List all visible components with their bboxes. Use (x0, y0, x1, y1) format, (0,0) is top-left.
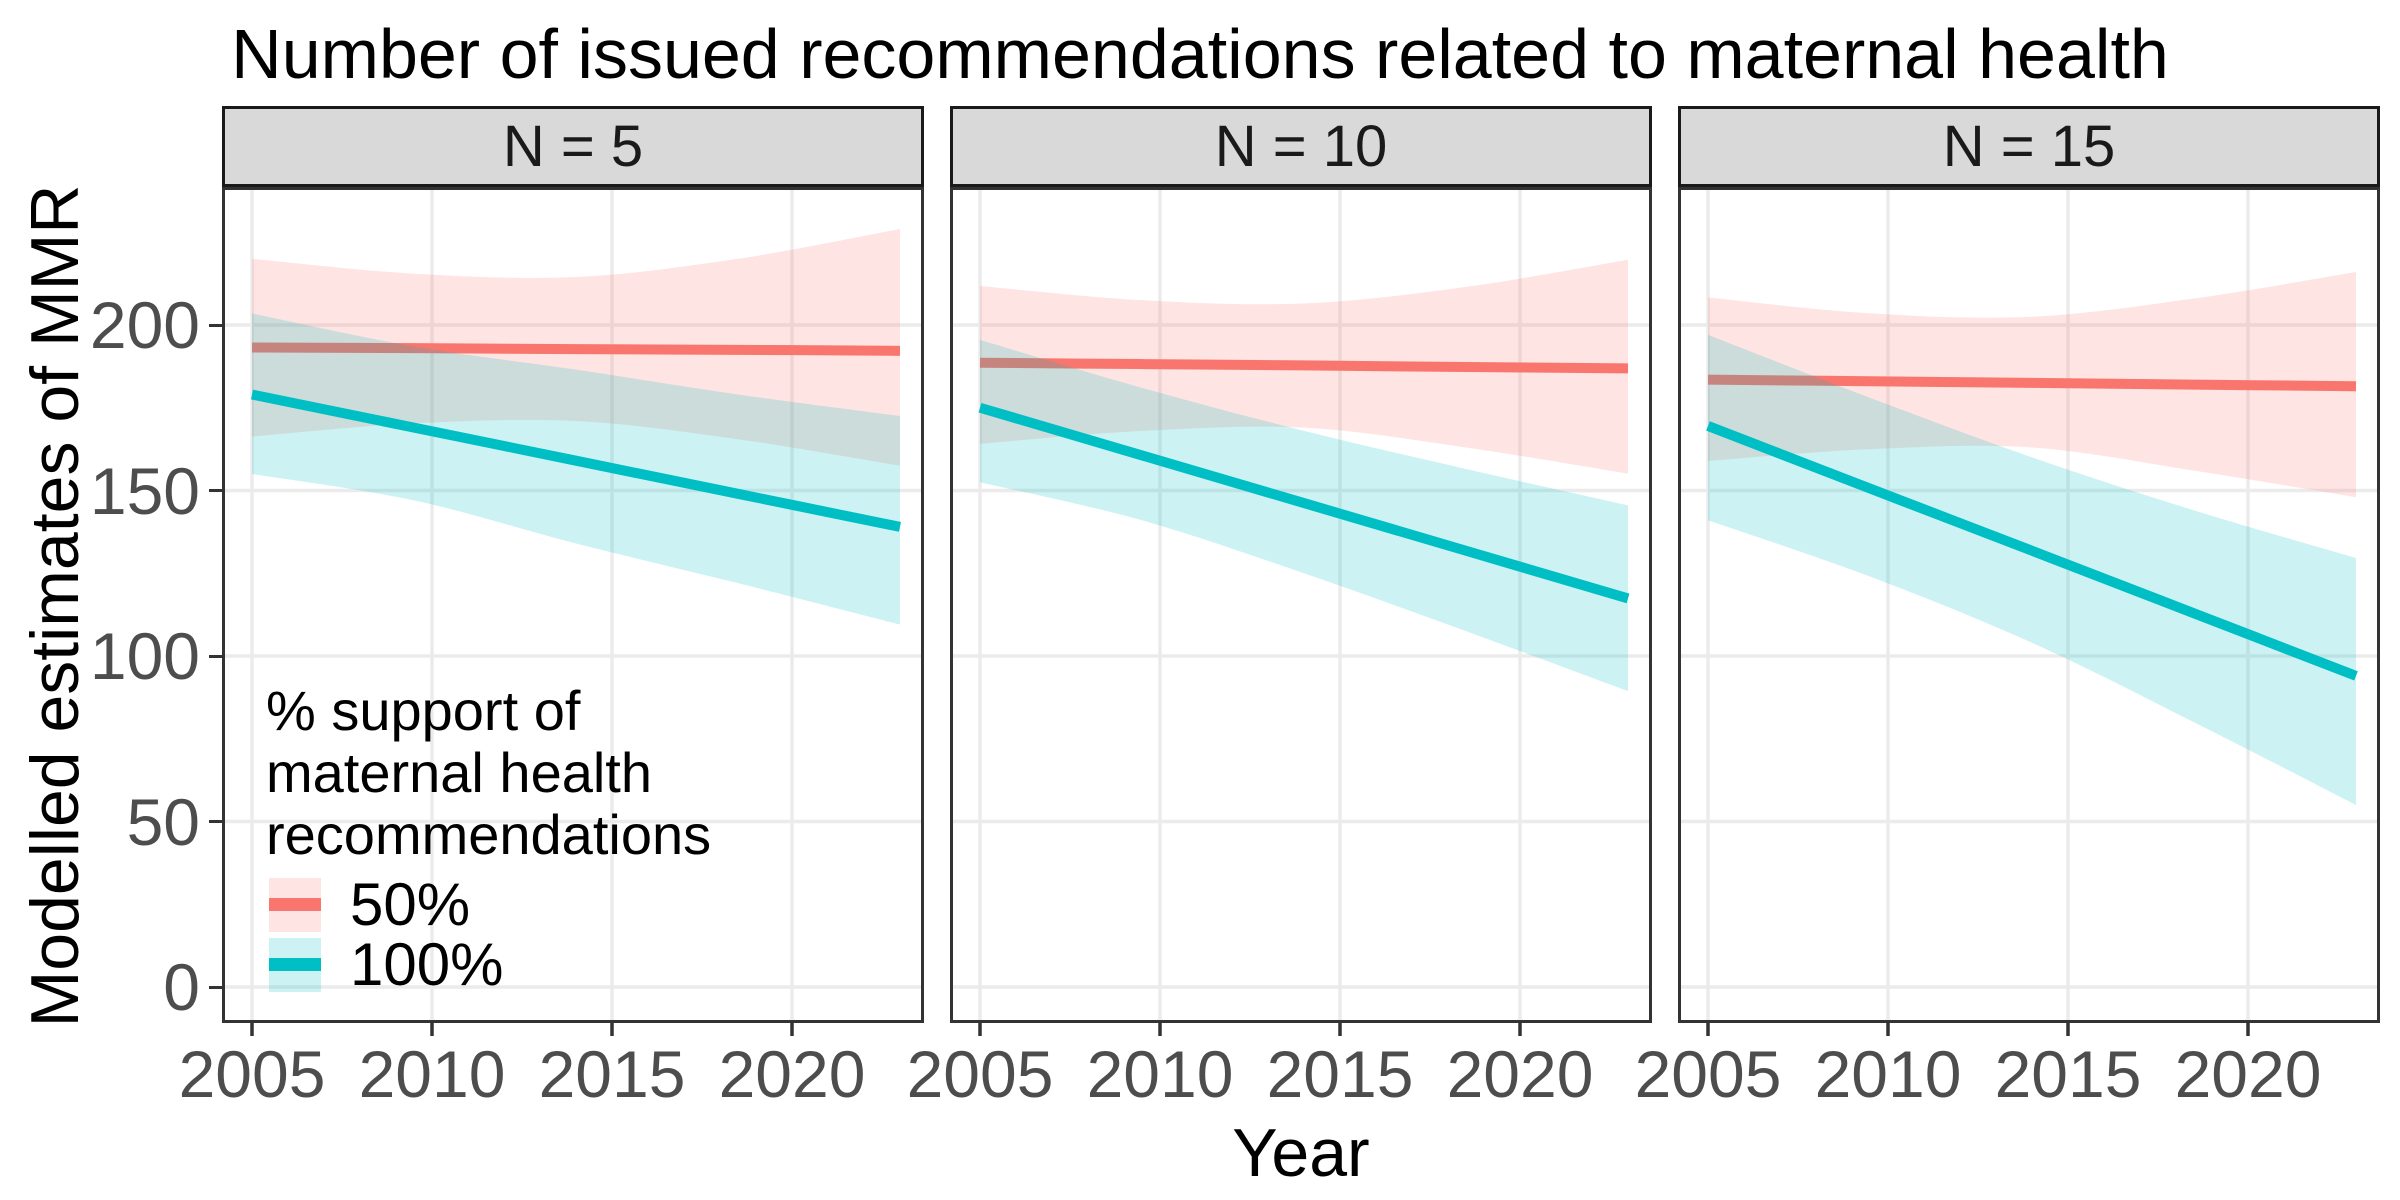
y-tick-mark (209, 654, 222, 658)
x-tick-label-2010: 2010 (1086, 1037, 1234, 1111)
trend-line-100% (1706, 421, 2358, 681)
legend-title-line: recommendations (266, 803, 712, 866)
x-tick-label-2015: 2015 (1266, 1037, 1414, 1111)
x-tick-label-2005: 2005 (1634, 1037, 1782, 1111)
trend-line-50% (979, 357, 1629, 374)
legend-title-line: % support of (266, 679, 581, 742)
y-tick-label-100: 100 (89, 619, 200, 693)
x-tick-label-2015: 2015 (538, 1037, 686, 1111)
y-tick-mark (209, 820, 222, 823)
legend-title-line: maternal health (266, 741, 653, 804)
panel-border (950, 187, 1652, 1023)
trend-line-50% (1707, 374, 2357, 392)
trend-line-100% (978, 402, 1630, 604)
chart-panel-n15 (1678, 187, 2380, 1036)
ci-ribbon-100% (1708, 334, 2356, 805)
legend-entry-100: 100% (269, 931, 869, 998)
y-tick-mark (209, 323, 222, 327)
x-axis-title: Year (1232, 1115, 1370, 1191)
legend-label: 50% (350, 871, 471, 938)
legend-label: 100% (350, 931, 504, 998)
y-tick-label-0: 0 (163, 950, 200, 1024)
x-tick-label-2010: 2010 (1814, 1037, 1962, 1111)
legend: % support of maternal health recommendat… (266, 680, 711, 995)
panel-border (222, 187, 924, 1023)
chart-panel-n10 (950, 187, 1652, 1036)
chart-panel-n5 (222, 187, 924, 1036)
trend-line-100% (250, 389, 902, 532)
y-tick-mark (209, 489, 222, 492)
facet-strip-n5: N = 5 (222, 106, 924, 187)
plot-title: Number of issued recommendations related… (231, 15, 2169, 93)
x-tick-label-2005: 2005 (178, 1037, 326, 1111)
panel-border (1678, 187, 2380, 1023)
y-tick-label-50: 50 (126, 784, 200, 859)
y-tick-label-150: 150 (89, 453, 200, 528)
legend-keyline-50 (269, 898, 321, 911)
ci-ribbon-100% (252, 313, 900, 625)
legend-entry-50: 50% (269, 871, 869, 938)
facet-strip-label: N = 15 (1942, 114, 2116, 179)
y-axis-title: Modelled estimates of MMR (17, 184, 93, 1028)
x-tick-label-2020: 2020 (718, 1037, 866, 1111)
legend-title: % support of maternal health recommendat… (266, 680, 711, 866)
ci-ribbon-100% (980, 339, 1628, 692)
trend-line-50% (251, 342, 901, 356)
x-tick-label-2020: 2020 (2174, 1037, 2322, 1111)
facet-strip-label: N = 10 (1214, 114, 1388, 179)
x-tick-label-2015: 2015 (1994, 1037, 2142, 1111)
x-tick-label-2005: 2005 (906, 1037, 1054, 1111)
y-tick-mark (209, 985, 222, 989)
facet-strip-n15: N = 15 (1678, 106, 2380, 187)
y-tick-label-200: 200 (89, 288, 200, 362)
legend-keyline-100 (269, 958, 321, 971)
facet-strip-label: N = 5 (502, 114, 644, 179)
x-tick-label-2010: 2010 (358, 1037, 506, 1111)
facet-strip-n10: N = 10 (950, 106, 1652, 187)
x-tick-label-2020: 2020 (1446, 1037, 1594, 1111)
